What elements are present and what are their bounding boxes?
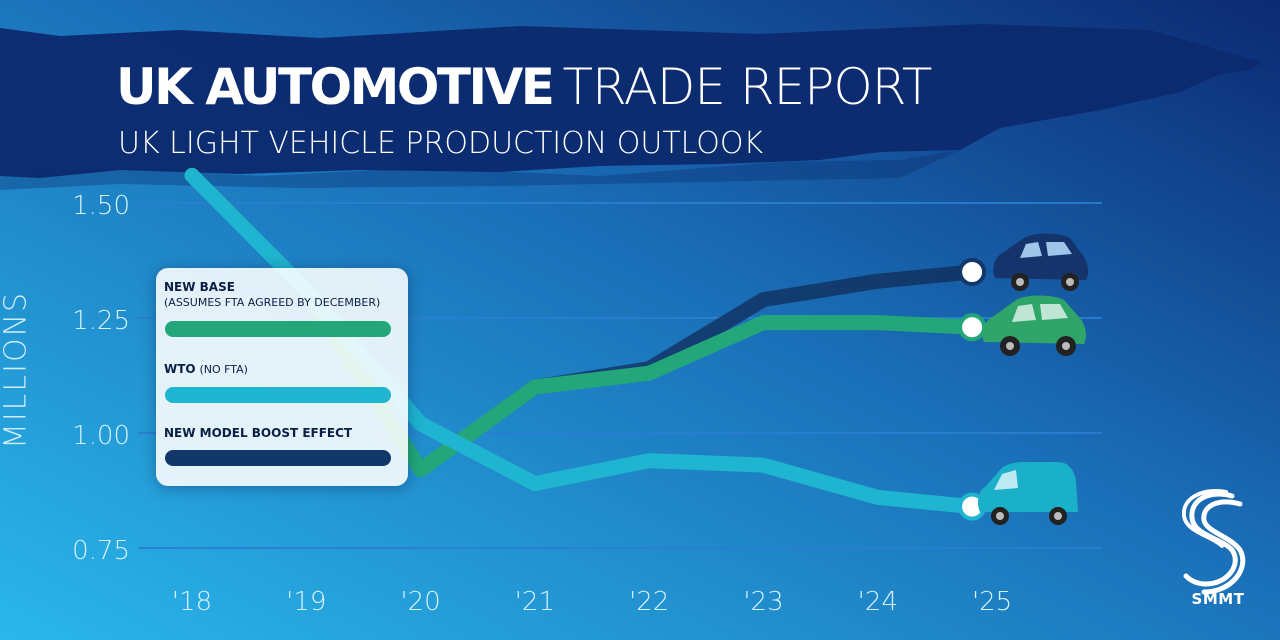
y-tick-label: 1.00 [72, 421, 130, 451]
title-light: TRADE REPORT [562, 58, 932, 116]
title-bold: UK AUTOMOTIVE [116, 58, 555, 116]
series-end-point [958, 313, 987, 342]
report-title: UK AUTOMOTIVE TRADE REPORT [116, 58, 932, 116]
y-tick-label: 1.25 [72, 306, 130, 336]
legend-label-wto: WTO (NO FTA) [164, 362, 248, 376]
legend-swatch-new-model-boost [165, 450, 391, 466]
x-tick-label: '25 [972, 587, 1012, 617]
hatchback-car-icon [993, 233, 1089, 291]
brush-fringe [0, 150, 960, 190]
x-tick-label: '20 [400, 587, 440, 617]
series-end-point [958, 258, 987, 286]
legend-swatch-new-base [165, 321, 391, 337]
y-tick-label: 0.75 [72, 536, 130, 566]
brush-banner [0, 24, 1262, 178]
y-tick-label: 1.50 [72, 191, 130, 221]
x-tick-label: '24 [858, 587, 898, 617]
green-hatchback-icon [982, 295, 1086, 356]
smmt-logo-icon [1182, 489, 1246, 595]
x-tick-label: '19 [286, 587, 326, 617]
x-tick-label: '22 [629, 587, 669, 617]
legend: NEW BASE (ASSUMES FTA AGREED BY DECEMBER… [156, 268, 408, 486]
brand-name: SMMT [1191, 590, 1245, 608]
legend-label-new-model-boost: NEW MODEL BOOST EFFECT [164, 426, 353, 440]
legend-label-new-base: NEW BASE [164, 280, 235, 294]
x-tick-label: '23 [743, 587, 783, 617]
x-tick-label: '18 [172, 587, 212, 617]
y-axis-title: MILLIONS [0, 290, 34, 450]
legend-swatch-wto [165, 387, 391, 403]
van-icon [978, 462, 1078, 525]
chart-subtitle: UK LIGHT VEHICLE PRODUCTION OUTLOOK [118, 126, 764, 161]
legend-note-new-base: (ASSUMES FTA AGREED BY DECEMBER) [164, 296, 381, 309]
legend-note-wto: (NO FTA) [199, 363, 248, 376]
x-tick-label: '21 [515, 587, 555, 617]
